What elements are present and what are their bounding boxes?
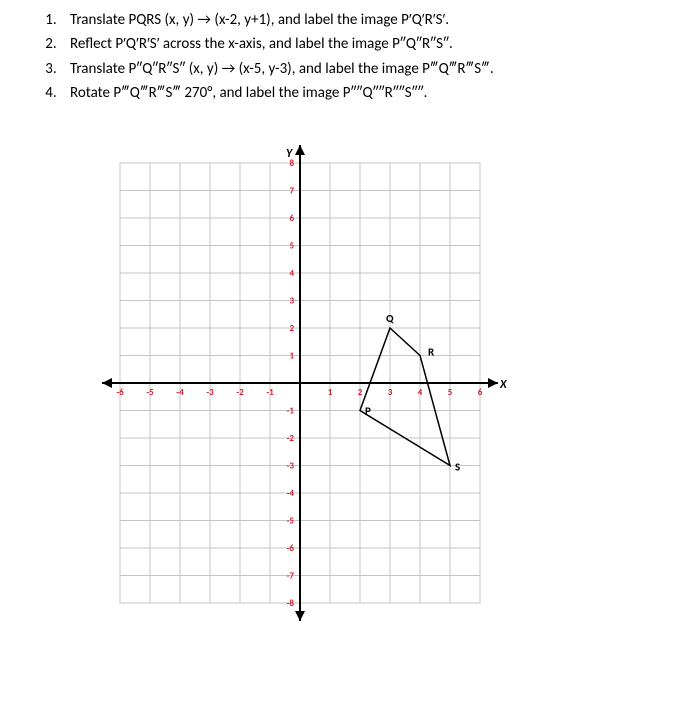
svg-text:6: 6 [478, 387, 483, 398]
svg-text:5: 5 [448, 387, 453, 398]
svg-text:-5: -5 [287, 516, 295, 527]
svg-text:-6: -6 [287, 543, 295, 554]
svg-text:-8: -8 [287, 598, 295, 609]
coordinate-chart: -6 -5 -4 -3 -2 -1 1 2 3 4 5 6 -8 -7 -6 -5 -4 -3 -2 -1 1 2 3 4 5 6… [90, 133, 663, 633]
svg-text:6: 6 [289, 213, 294, 224]
svg-text:X: X [499, 378, 508, 392]
svg-text:-2: -2 [236, 387, 244, 398]
svg-text:3: 3 [289, 296, 294, 307]
problem-item: Translate P″Q″R″S″ (x, y) → (x-5, y-3), … [60, 59, 663, 79]
svg-text:-5: -5 [146, 387, 154, 398]
svg-text:5: 5 [289, 241, 294, 252]
svg-text:Y: Y [286, 147, 293, 161]
svg-text:-4: -4 [287, 488, 295, 499]
svg-text:-4: -4 [176, 387, 184, 398]
svg-text:-3: -3 [206, 387, 214, 398]
problem-item: Reflect P′Q′R′S′ across the x-axis, and … [60, 34, 663, 54]
svg-text:-7: -7 [287, 571, 295, 582]
svg-text:-6: -6 [116, 387, 124, 398]
svg-text:-3: -3 [287, 461, 295, 472]
svg-text:2: 2 [289, 323, 294, 334]
svg-text:-1: -1 [287, 406, 295, 417]
svg-text:S: S [455, 461, 460, 474]
svg-text:R: R [428, 346, 435, 359]
svg-text:P: P [365, 405, 371, 418]
svg-text:3: 3 [388, 387, 393, 398]
problem-item: Translate PQRS (x, y) → (x-2, y+1), and … [60, 10, 663, 30]
svg-text:2: 2 [358, 387, 363, 398]
svg-text:Q: Q [386, 312, 394, 325]
svg-text:-1: -1 [266, 387, 274, 398]
svg-text:7: 7 [289, 186, 294, 197]
svg-text:-2: -2 [287, 433, 295, 444]
svg-text:1: 1 [289, 351, 294, 362]
svg-text:4: 4 [289, 268, 294, 279]
svg-text:4: 4 [418, 387, 423, 398]
problem-list: Translate PQRS (x, y) → (x-2, y+1), and … [20, 10, 663, 103]
problem-item: Rotate P‴Q‴R‴S‴ 270°, and label the imag… [60, 83, 663, 103]
svg-text:1: 1 [328, 387, 333, 398]
grid-svg: -6 -5 -4 -3 -2 -1 1 2 3 4 5 6 -8 -7 -6 -5 -4 -3 -2 -1 1 2 3 4 5 6… [90, 133, 510, 633]
